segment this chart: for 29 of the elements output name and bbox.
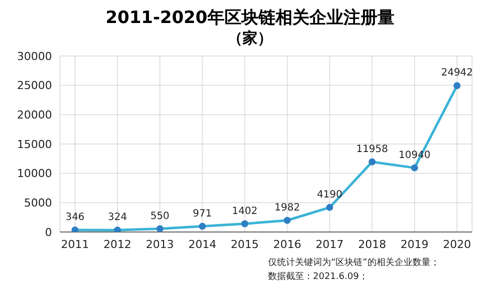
- data-label: 24942: [441, 68, 473, 79]
- x-tick-label: 2018: [358, 238, 386, 251]
- data-label: 971: [192, 208, 212, 220]
- data-label: 11958: [356, 144, 388, 155]
- y-tick-label: 30000: [17, 50, 52, 63]
- x-tick-label: 2011: [61, 238, 89, 251]
- y-tick-label: 5000: [24, 196, 52, 210]
- data-label: 1982: [274, 202, 300, 214]
- x-tick-label: 2013: [146, 238, 174, 251]
- data-label: 346: [65, 212, 85, 223]
- x-tick-label: 2012: [103, 238, 132, 251]
- x-tick-label: 2014: [188, 238, 216, 251]
- chart-title: 2011-2020年区块链相关企业注册量: [104, 8, 396, 28]
- data-label: 324: [108, 212, 127, 224]
- x-tick-label: 2019: [400, 238, 429, 251]
- x-tick-label: 2017: [316, 238, 344, 251]
- y-tick-label: 10000: [17, 167, 52, 180]
- x-tick-label: 2015: [230, 238, 259, 251]
- y-tick-label: 20000: [17, 108, 52, 122]
- y-tick-label: 15000: [17, 138, 52, 151]
- text: 数据截至：2021.6.09；: [268, 270, 369, 284]
- x-tick-label: 2020: [443, 238, 471, 251]
- data-label: 550: [150, 210, 170, 222]
- y-tick-label: 0: [45, 226, 52, 239]
- chart-subtitle: （家）: [226, 28, 274, 48]
- y-tick-label: 25000: [17, 79, 52, 92]
- x-tick-label: 2016: [273, 238, 302, 251]
- text: 仅统计关键词为“区块链”的相关企业数量；: [268, 256, 440, 270]
- data-label: 1402: [232, 206, 258, 217]
